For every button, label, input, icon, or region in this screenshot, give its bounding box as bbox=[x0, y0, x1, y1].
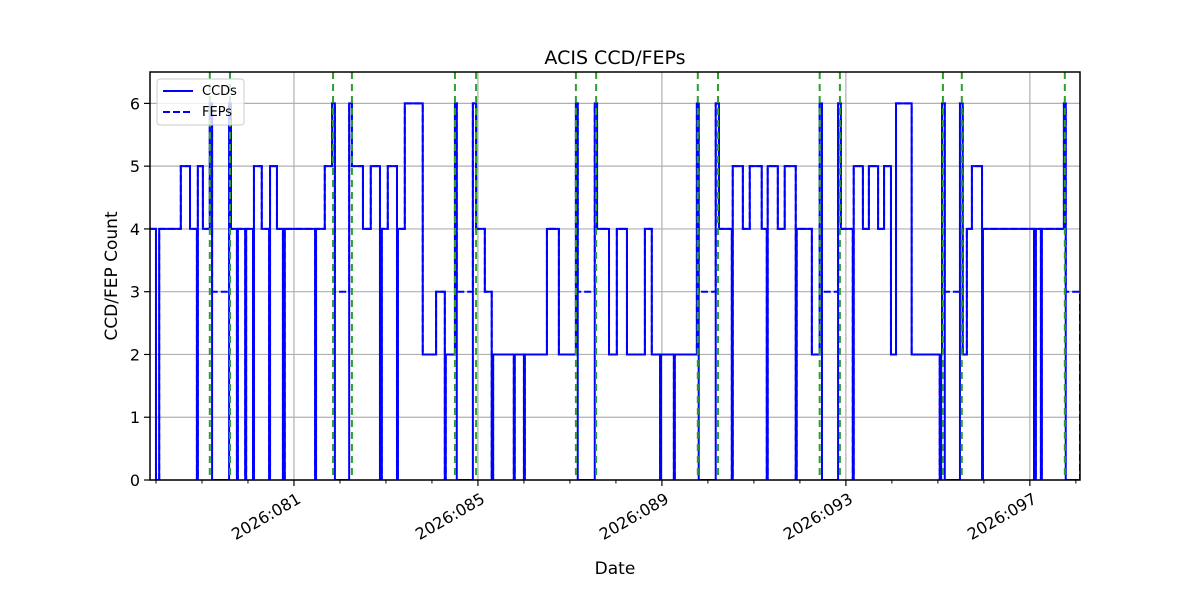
series-feps-line bbox=[150, 102, 1080, 480]
y-axis-label: CCD/FEP Count bbox=[102, 211, 122, 341]
legend-feps-label: FEPs bbox=[202, 105, 232, 120]
chart-title: ACIS CCD/FEPs bbox=[544, 47, 685, 69]
plot-area bbox=[150, 72, 1080, 480]
grid bbox=[150, 72, 1080, 481]
y-tick-label: 4 bbox=[130, 220, 140, 239]
axes-frame bbox=[149, 71, 1081, 481]
legend: CCDs FEPs bbox=[156, 78, 245, 126]
y-tick-label: 6 bbox=[130, 94, 140, 113]
y-tick-label: 1 bbox=[130, 408, 140, 427]
x-axis-label: Date bbox=[595, 559, 636, 579]
legend-ccds-label: CCDs bbox=[202, 84, 237, 99]
y-tick-label: 5 bbox=[130, 157, 140, 176]
y-tick-label: 3 bbox=[130, 283, 140, 302]
y-tick-label: 2 bbox=[130, 345, 140, 364]
y-tick-label: 0 bbox=[130, 471, 140, 490]
